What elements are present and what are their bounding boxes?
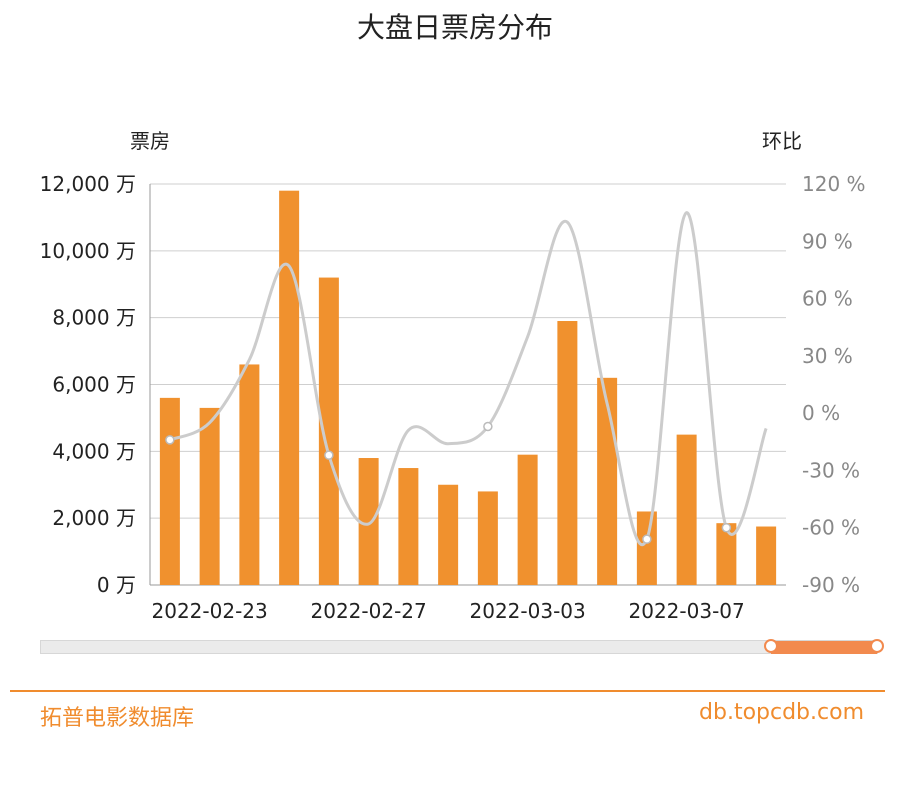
bar-box-office[interactable]: [239, 364, 260, 585]
right-tick-label: 30 %: [802, 344, 853, 368]
line-point[interactable]: [483, 421, 493, 432]
line-point[interactable]: [165, 435, 175, 445]
x-tick-label: 2022-02-23: [152, 599, 268, 623]
left-tick-label: 6,000 万: [52, 373, 136, 397]
bar-box-office[interactable]: [517, 454, 538, 585]
bar-box-office[interactable]: [756, 526, 777, 585]
right-tick-label: -30 %: [802, 458, 860, 482]
datazoom-slider-track[interactable]: [40, 640, 878, 654]
x-tick-label: 2022-02-27: [311, 599, 427, 623]
datazoom-handle-start[interactable]: [764, 639, 778, 653]
x-tick-label: 2022-03-07: [629, 599, 745, 623]
left-tick-label: 0 万: [97, 573, 136, 597]
footer-divider: [10, 690, 885, 692]
chart-title: 大盘日票房分布: [356, 11, 553, 44]
datazoom-slider-selection[interactable]: [771, 641, 877, 654]
right-tick-label: 0 %: [802, 401, 840, 425]
bar-box-office[interactable]: [279, 190, 300, 585]
bar-box-office[interactable]: [477, 491, 498, 585]
line-point[interactable]: [721, 522, 732, 533]
footer-url[interactable]: db.topcdb.com: [699, 700, 864, 725]
right-tick-label: 90 %: [802, 229, 853, 253]
bar-box-office[interactable]: [318, 277, 339, 585]
bar-box-office[interactable]: [557, 321, 578, 585]
bar-box-office[interactable]: [199, 407, 220, 585]
x-tick-label: 2022-03-03: [470, 599, 586, 623]
right-axis-name: 环比: [762, 129, 802, 153]
left-tick-label: 12,000 万: [40, 172, 136, 196]
left-tick-label: 10,000 万: [40, 239, 136, 263]
bar-box-office[interactable]: [159, 397, 180, 585]
footer-brand: 拓普电影数据库: [40, 706, 195, 731]
line-point[interactable]: [642, 534, 652, 544]
chart-svg: 0 万 2,000 万 4,000 万 6,000 万 8,000 万 10,000 万 1…: [40, 129, 866, 623]
left-tick-label: 4,000 万: [52, 439, 136, 463]
line-week-ratio: [169, 211, 768, 547]
right-tick-label: 60 %: [802, 287, 853, 311]
right-tick-label: -90 %: [802, 573, 860, 597]
bar-box-office[interactable]: [438, 484, 459, 585]
datazoom-handle-end[interactable]: [870, 639, 884, 653]
bar-box-office[interactable]: [636, 511, 657, 585]
bar-box-office[interactable]: [358, 458, 379, 585]
left-tick-label: 2,000 万: [52, 506, 136, 530]
right-tick-label: 120 %: [802, 172, 866, 196]
left-axis-name: 票房: [130, 129, 170, 153]
bar-box-office[interactable]: [716, 523, 737, 585]
bar-box-office[interactable]: [398, 468, 419, 585]
bar-box-office[interactable]: [676, 434, 697, 585]
line-point[interactable]: [324, 450, 334, 460]
left-tick-label: 8,000 万: [52, 306, 136, 330]
right-tick-label: -60 %: [802, 516, 860, 540]
